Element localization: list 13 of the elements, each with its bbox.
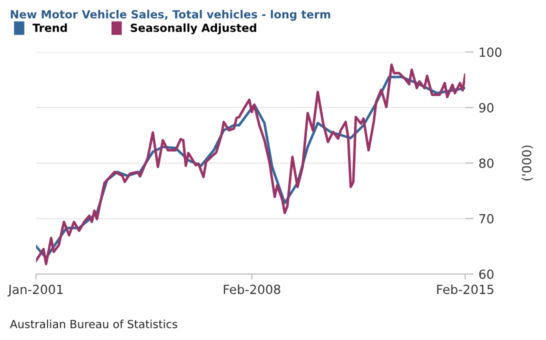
x-tick-label: Feb-2008 (224, 284, 280, 294)
y-tick-label: 90 (479, 102, 494, 112)
y-tick-label: 80 (479, 158, 494, 168)
y-tick-label: 60 (479, 270, 494, 279)
x-tick-label: Jan-2001 (8, 284, 63, 296)
chart-title: New Motor Vehicle Sales, Total vehicles - long term (10, 10, 330, 21)
legend-label: Trend (32, 23, 67, 32)
y-tick-label: 100 (480, 47, 502, 57)
legend-label: Seasonally Adjusted (130, 23, 256, 34)
x-tick-label: Feb-2015 (437, 284, 494, 294)
y-axis-title: ('000) (522, 146, 533, 180)
y-tick-label: 70 (479, 214, 494, 224)
text: Australian Bureau of Statistics (10, 320, 178, 328)
